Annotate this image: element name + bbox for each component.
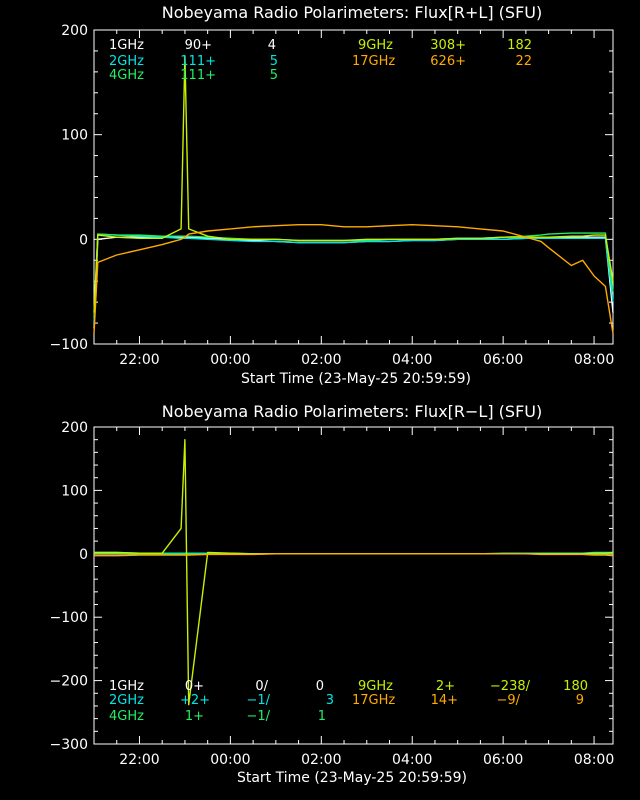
plot-frame xyxy=(93,426,614,745)
legend: 1GHz 0+ 0/ 0 2GHz +2+ −1/ 3 4GHz 1+ −1/ … xyxy=(109,679,588,724)
legend-value: 4 xyxy=(268,38,276,53)
legend-value: 182 xyxy=(507,38,532,53)
plot-frame xyxy=(93,29,614,345)
legend-value: 22 xyxy=(515,54,532,69)
x-tick-label: 08:00 xyxy=(574,752,614,768)
y-tick-label: −200 xyxy=(50,674,88,690)
y-axis: 200 100 0 −100 xyxy=(50,23,613,353)
legend-label: 17GHz xyxy=(352,54,395,69)
legend-label: 9GHz xyxy=(358,679,393,694)
flux-difference-panel: Nobeyama Radio Polarimeters: Flux[R−L] (… xyxy=(50,402,615,786)
legend-value: 0+ xyxy=(185,679,204,694)
legend-value: 180 xyxy=(563,679,588,694)
x-axis-label: Start Time (23-May-25 20:59:59) xyxy=(237,770,467,786)
series-line-17ghz xyxy=(94,553,614,557)
series-line-2ghz xyxy=(93,233,614,324)
legend-value: −9/ xyxy=(496,693,520,708)
legend-value: 0/ xyxy=(255,679,268,694)
legend-label: 2GHz xyxy=(109,54,144,69)
legend-value: 5 xyxy=(270,54,278,69)
series-line-9ghz xyxy=(94,439,614,706)
x-axis: 22:00 00:00 02:00 04:00 06:00 08:00 xyxy=(93,30,614,368)
legend-value: −238/ xyxy=(490,679,531,694)
legend-value: +2+ xyxy=(180,693,210,708)
y-axis: 200 100 0 −100 −200 −300 xyxy=(50,420,613,753)
y-tick-label: 100 xyxy=(61,483,88,499)
legend-value: −1/ xyxy=(246,709,270,724)
x-tick-label: 22:00 xyxy=(119,352,159,368)
series-lines xyxy=(94,439,614,706)
x-axis: 22:00 00:00 02:00 04:00 06:00 08:00 xyxy=(93,427,614,768)
legend-value: 9 xyxy=(576,693,584,708)
legend-value: 5 xyxy=(270,68,278,83)
legend-value: 308+ xyxy=(430,38,466,53)
legend-value: 111+ xyxy=(180,54,216,69)
series-line-4ghz xyxy=(93,232,614,318)
series-lines xyxy=(93,55,614,334)
legend-label: 17GHz xyxy=(352,693,395,708)
legend-label: 2GHz xyxy=(109,693,144,708)
y-tick-label: −100 xyxy=(50,337,88,353)
legend-value: 626+ xyxy=(430,54,466,69)
y-tick-label: 0 xyxy=(79,547,88,563)
y-tick-label: 200 xyxy=(61,23,88,39)
legend-label: 9GHz xyxy=(358,38,393,53)
x-tick-label: 00:00 xyxy=(210,752,250,768)
legend-value: 2+ xyxy=(436,679,455,694)
legend: 1GHz 90+ 4 2GHz 111+ 5 4GHz 111+ 5 9GHz … xyxy=(109,38,532,83)
legend-label: 1GHz xyxy=(109,679,144,694)
y-tick-label: −100 xyxy=(50,610,88,626)
x-tick-label: 06:00 xyxy=(483,752,523,768)
x-tick-label: 22:00 xyxy=(119,752,159,768)
series-line-1ghz xyxy=(93,236,614,329)
y-tick-label: 100 xyxy=(61,128,88,144)
x-tick-label: 08:00 xyxy=(574,352,614,368)
legend-value: 90+ xyxy=(185,38,212,53)
y-tick-label: 0 xyxy=(79,232,88,248)
legend-value: 0 xyxy=(316,679,324,694)
x-axis-label: Start Time (23-May-25 20:59:59) xyxy=(241,371,471,387)
x-tick-label: 04:00 xyxy=(392,352,432,368)
legend-value: 3 xyxy=(326,693,334,708)
legend-value: 1 xyxy=(318,709,326,724)
legend-label: 1GHz xyxy=(109,38,144,53)
series-line-9ghz xyxy=(93,55,614,313)
panel-title: Nobeyama Radio Polarimeters: Flux[R+L] (… xyxy=(162,3,542,22)
legend-value: −1/ xyxy=(246,693,270,708)
legend-value: 1+ xyxy=(185,709,204,724)
x-tick-label: 02:00 xyxy=(301,752,341,768)
legend-value: 14+ xyxy=(431,693,458,708)
legend-label: 4GHz xyxy=(109,68,144,83)
legend-label: 4GHz xyxy=(109,709,144,724)
x-tick-label: 06:00 xyxy=(483,352,523,368)
x-tick-label: 04:00 xyxy=(392,752,432,768)
flux-sum-panel: Nobeyama Radio Polarimeters: Flux[R+L] (… xyxy=(50,3,615,387)
y-tick-label: 200 xyxy=(61,420,88,436)
y-tick-label: −300 xyxy=(50,737,88,753)
legend-value: 111+ xyxy=(180,68,216,83)
x-tick-label: 02:00 xyxy=(301,352,341,368)
series-line-17ghz xyxy=(93,223,614,334)
x-tick-label: 00:00 xyxy=(210,352,250,368)
panel-title: Nobeyama Radio Polarimeters: Flux[R−L] (… xyxy=(162,402,542,421)
